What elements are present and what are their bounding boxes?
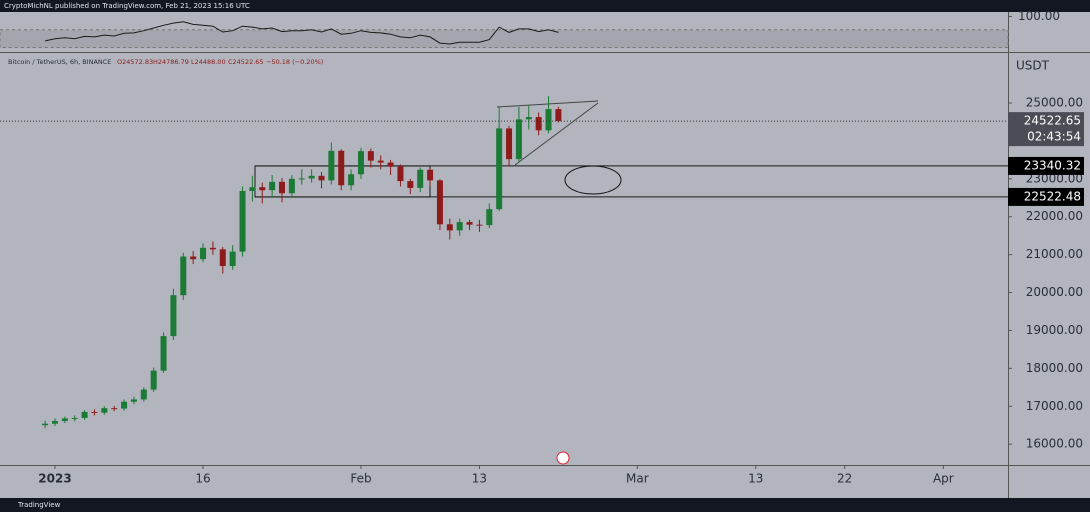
candle-body xyxy=(249,187,256,191)
candle-body xyxy=(121,401,128,409)
footer-text: TradingView xyxy=(17,501,61,509)
candle-body xyxy=(111,408,118,410)
x-tick-label: Apr xyxy=(933,472,954,486)
currency-label: USDT xyxy=(1016,59,1050,73)
level-label: 23340.32 xyxy=(1024,158,1081,172)
candle-body xyxy=(190,256,197,260)
candle-body xyxy=(427,169,434,181)
candle-body xyxy=(436,180,443,225)
y-tick-label: 18000.00 xyxy=(1026,361,1083,375)
candle-body xyxy=(170,295,177,337)
x-tick-label: 13 xyxy=(748,472,763,486)
y-tick-label: 25000.00 xyxy=(1026,96,1083,110)
candle-body xyxy=(357,151,364,175)
last-price-box xyxy=(1008,112,1084,147)
candle-body xyxy=(150,370,157,390)
candle-body xyxy=(515,119,522,160)
candle-body xyxy=(51,421,58,424)
x-tick-label: 2023 xyxy=(38,472,71,486)
y-tick-label: 21000.00 xyxy=(1026,247,1083,261)
countdown-label: 02:43:54 xyxy=(1027,130,1081,144)
candle-body xyxy=(308,175,315,179)
candle-body xyxy=(407,181,414,188)
candle-body xyxy=(81,411,88,419)
candle-body xyxy=(348,174,355,186)
candle-body xyxy=(91,411,98,413)
candle-body xyxy=(387,162,394,167)
candle-body xyxy=(397,166,404,182)
legend-open: O24572.83 xyxy=(117,58,153,66)
y-tick-label: 17000.00 xyxy=(1026,399,1083,413)
candle-body xyxy=(130,399,137,402)
candle-body xyxy=(279,181,286,194)
candle-body xyxy=(229,251,236,267)
last-price-label: 24522.65 xyxy=(1024,114,1081,128)
trend-line xyxy=(514,102,599,166)
x-tick-label: 22 xyxy=(837,472,852,486)
rsi-band xyxy=(0,29,1009,49)
candle-body xyxy=(506,128,513,160)
candle-body xyxy=(338,150,345,186)
candle-body xyxy=(140,389,147,400)
candle-body xyxy=(555,109,562,122)
rsi-tick-label: 100.00 xyxy=(1018,9,1060,23)
candle-body xyxy=(525,117,532,120)
candle-body xyxy=(446,224,453,231)
candle-body xyxy=(545,109,552,131)
candle-body xyxy=(269,181,276,191)
footer-bar xyxy=(0,498,1090,512)
header-bar xyxy=(0,0,1090,12)
candle-body xyxy=(367,151,374,161)
header-text: CryptoMichNL published on TradingView.co… xyxy=(4,2,250,10)
candle-body xyxy=(377,160,384,163)
candle-body xyxy=(288,178,295,194)
trend-line xyxy=(496,100,599,108)
y-tick-label: 20000.00 xyxy=(1026,285,1083,299)
level-label-box xyxy=(1008,156,1084,175)
candle-body xyxy=(417,169,424,188)
x-tick-label: 16 xyxy=(195,472,210,486)
level-label-box xyxy=(1008,187,1084,206)
candle-body xyxy=(318,175,325,181)
candle-body xyxy=(42,423,49,426)
legend-low: L24488.00 xyxy=(191,58,226,66)
y-tick-label: 19000.00 xyxy=(1026,323,1083,337)
legend-change: −50.18 (−0.20%) xyxy=(266,58,323,66)
candle-body xyxy=(486,209,493,226)
candle-body xyxy=(101,408,108,413)
y-tick-label: 22000.00 xyxy=(1026,209,1083,223)
candle-body xyxy=(466,222,473,225)
candle-body xyxy=(209,247,216,250)
candle-body xyxy=(328,150,335,181)
x-tick-label: Mar xyxy=(626,472,649,486)
level-label: 22522.48 xyxy=(1024,189,1081,203)
candle-body xyxy=(298,178,305,180)
candle-body xyxy=(61,418,68,422)
candle-body xyxy=(259,187,266,191)
dividend-icon[interactable] xyxy=(556,451,570,465)
candle-body xyxy=(71,418,78,420)
legend-close: C24522.65 xyxy=(228,58,264,66)
x-tick-label: Feb xyxy=(350,472,371,486)
candle-body xyxy=(160,336,167,371)
candle-body xyxy=(496,128,503,210)
candle-body xyxy=(535,117,542,131)
candle-body xyxy=(239,190,246,252)
legend-symbol: Bitcoin / TetherUS, 6h, BINANCE xyxy=(8,58,111,66)
candle-body xyxy=(456,222,463,231)
candle-body xyxy=(219,249,226,267)
candle-body xyxy=(180,256,187,296)
candle-body xyxy=(476,224,483,226)
rsi-line xyxy=(44,21,559,45)
marks: 16000.00 17000.00 18000.00 19000.00 20000.00… xyxy=(0,9,1084,486)
legend-high: H24786.79 xyxy=(153,58,189,66)
candle-body xyxy=(200,247,207,260)
x-tick-label: 13 xyxy=(472,472,487,486)
y-tick-label: 16000.00 xyxy=(1026,437,1083,451)
